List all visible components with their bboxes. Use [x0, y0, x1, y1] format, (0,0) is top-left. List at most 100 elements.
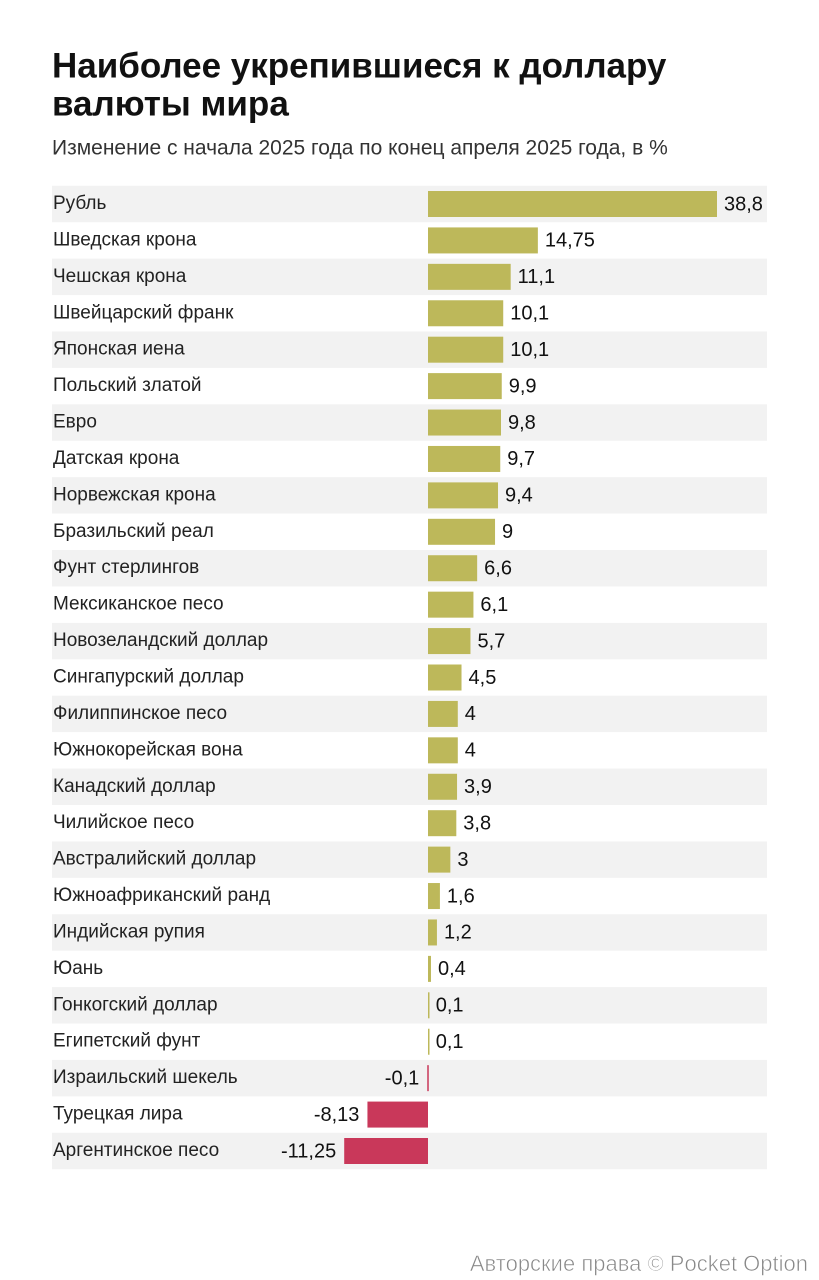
category-label: Индийская рупия: [53, 921, 205, 942]
value-label: -11,25: [281, 1140, 336, 1162]
category-label: Датская крона: [53, 448, 180, 469]
bar: [428, 1028, 430, 1055]
category-label: Фунт стерлингов: [53, 557, 199, 578]
value-label: 9,7: [507, 448, 535, 470]
value-label: 5,7: [477, 630, 505, 652]
category-label: Австралийский доллар: [53, 849, 256, 870]
row-stripe: [52, 331, 767, 368]
bar: [428, 992, 430, 1019]
category-label: Норвежская крона: [53, 484, 216, 505]
value-label: 1,6: [447, 885, 475, 907]
bar: [427, 1065, 429, 1092]
chart-title: валюты мира: [52, 84, 289, 123]
watermark: Авторские права © Pocket Option: [470, 1251, 808, 1276]
value-label: 9,4: [505, 485, 533, 507]
value-label: 10,1: [510, 339, 549, 361]
bar: [428, 628, 471, 655]
value-label: -0,1: [385, 1067, 419, 1089]
value-label: 0,4: [438, 958, 466, 980]
value-label: 4,5: [469, 667, 497, 689]
category-label: Южнокорейская вона: [53, 739, 243, 760]
category-label: Рубль: [53, 193, 107, 214]
category-label: Турецкая лира: [53, 1104, 183, 1125]
category-label: Польский златой: [53, 375, 202, 396]
row-stripe: [52, 258, 767, 296]
row-stripe: [52, 841, 767, 878]
value-label: 3,8: [463, 812, 491, 834]
value-label: 10,1: [510, 303, 549, 325]
bar: [428, 883, 440, 910]
row-stripe: [52, 987, 767, 1024]
bar: [428, 373, 502, 400]
category-label: Чешская крона: [53, 266, 187, 287]
value-label: 14,75: [545, 230, 595, 252]
category-label: Филиппинское песо: [53, 703, 227, 724]
category-label: Мексиканское песо: [53, 594, 224, 615]
bar: [428, 518, 496, 545]
row-stripe: [52, 914, 767, 951]
category-label: Юань: [53, 958, 103, 979]
value-label: 9: [502, 521, 513, 543]
category-label: Японская иена: [53, 339, 185, 360]
value-label: 0,1: [436, 1031, 464, 1053]
bar: [428, 955, 431, 982]
value-label: 9,9: [509, 375, 537, 397]
row-stripe: [52, 695, 767, 733]
category-label: Гонкогский доллар: [53, 994, 218, 1015]
bar: [428, 591, 474, 618]
bar: [428, 737, 458, 764]
value-label: 9,8: [508, 412, 536, 434]
row-stripe: [52, 550, 767, 587]
value-label: 3: [457, 849, 468, 871]
bar: [428, 846, 451, 873]
rows: Рубль 38,8 Шведская крона 14,75 Чешская крон…: [52, 185, 767, 1170]
bar: [428, 482, 499, 509]
row-stripe: [52, 404, 767, 441]
bar: [428, 300, 504, 327]
bar: [344, 1138, 428, 1164]
row-stripe: [52, 1059, 767, 1097]
category-label: Швейцарский франк: [53, 302, 234, 323]
category-label: Израильский шекель: [53, 1067, 238, 1088]
category-label: Египетский фунт: [53, 1031, 201, 1052]
row-stripe: [52, 477, 767, 514]
bar: [428, 664, 462, 691]
value-label: 11,1: [518, 266, 555, 288]
value-label: 4: [465, 703, 476, 725]
row-stripe: [52, 768, 767, 805]
category-label: Канадский доллар: [53, 776, 216, 797]
category-label: Аргентинское песо: [53, 1140, 219, 1161]
bar: [428, 336, 504, 363]
value-label: 0,1: [436, 995, 464, 1017]
bar: [428, 555, 478, 582]
category-label: Шведская крона: [53, 229, 197, 250]
bar: [428, 263, 511, 290]
value-label: 6,6: [484, 558, 512, 580]
value-label: 4: [465, 740, 476, 762]
bar: [428, 700, 458, 727]
category-label: Бразильский реал: [53, 521, 214, 542]
value-label: -8,13: [314, 1104, 360, 1126]
row-stripe: [52, 622, 767, 660]
bar: [428, 409, 501, 436]
category-label: Новозеландский доллар: [53, 630, 268, 651]
bar: [367, 1101, 428, 1128]
value-label: 1,2: [444, 922, 472, 944]
bar: [428, 810, 457, 837]
category-label: Евро: [53, 412, 97, 433]
chart-subtitle: Изменение с начала 2025 года по конец ап…: [52, 137, 668, 160]
bar: [428, 919, 437, 946]
chart-title: Наиболее укрепившиеся к доллару: [52, 46, 667, 85]
bar: [428, 445, 501, 472]
bar: [428, 227, 538, 254]
bar: [428, 191, 717, 217]
value-label: 3,9: [464, 776, 492, 798]
category-label: Сингапурский доллар: [53, 667, 244, 688]
value-label: 38,8: [724, 193, 763, 215]
category-label: Чилийское песо: [53, 812, 194, 833]
value-label: 6,1: [480, 594, 508, 616]
category-label: Южноафриканский ранд: [53, 885, 270, 906]
bar: [428, 773, 458, 800]
